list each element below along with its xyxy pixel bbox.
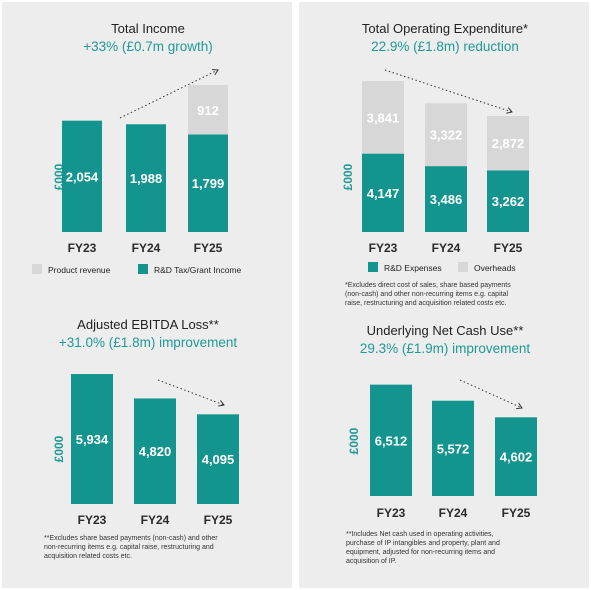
chart-2-subtitle: 22.9% (£1.8m) reduction (371, 39, 519, 54)
chart-2-tick-fy25: FY25 (494, 241, 523, 255)
chart-1-bar-fy24-s1 (126, 124, 166, 232)
chart-2-title: Total Operating Expenditure* (362, 21, 528, 36)
chart-2-legend-swatch (368, 262, 378, 272)
chart-1-legend-swatch (138, 264, 148, 274)
chart-4-footnote-line: purchase of IP intangibles and property,… (346, 540, 500, 547)
chart-2-tick-fy24: FY24 (432, 241, 461, 255)
chart-2-footnote-line: raise, restructuring and acquisition rel… (345, 300, 507, 307)
chart-1-bar-fy25-s1 (188, 134, 228, 232)
chart-2-legend-label: R&D Expenses (384, 263, 442, 273)
chart-1-legend-label: Product revenue (48, 265, 111, 275)
chart-1-tick-fy25: FY25 (194, 241, 223, 255)
chart-2-bar-fy25-s1 (487, 170, 529, 232)
chart-1-legend-swatch (32, 264, 42, 274)
chart-3-bar-fy25-s1 (197, 414, 239, 504)
chart-1-data-label: 912 (197, 103, 219, 118)
chart-1-legend-label: R&D Tax/Grant Income (154, 265, 242, 275)
chart-2-legend-swatch (458, 262, 468, 272)
chart-3-footnote-line: acquisition related costs etc. (44, 553, 132, 560)
chart-4-bar-fy24-s1 (432, 400, 474, 496)
chart-1-tick-fy23: FY23 (68, 241, 97, 255)
chart-2-ylabel: £000 (341, 163, 355, 190)
chart-1-data-label: 1,799 (192, 176, 225, 191)
chart-2-footnote-line: *Excludes direct cost of sales, share ba… (345, 282, 511, 289)
chart-2-data-label: 4,147 (367, 186, 400, 201)
chart-4-tick-fy24: FY24 (439, 506, 468, 520)
chart-1-subtitle: +33% (£0.7m growth) (83, 39, 212, 54)
chart-4-bar-fy23-s1 (370, 384, 412, 496)
chart-1-bar-fy23-s1 (62, 120, 102, 232)
chart-2-data-label: 2,872 (492, 136, 525, 151)
chart-4-tick-fy25: FY25 (502, 506, 531, 520)
chart-4-title: Underlying Net Cash Use** (367, 323, 524, 338)
chart-4-data-label: 4,602 (500, 450, 533, 465)
chart-4-footnote-line: acquisition of IP. (346, 558, 397, 565)
chart-4-subtitle: 29.3% (£1.9m) improvement (360, 341, 531, 356)
chart-2-legend-label: Overheads (474, 263, 516, 273)
chart-2-footnote-line: (non-cash) and other non-recurring items… (345, 291, 508, 298)
chart-3-bar-fy24-s1 (134, 398, 176, 504)
chart-2-bar-fy24-s2 (425, 103, 467, 167)
chart-2-data-label: 3,262 (492, 194, 525, 209)
chart-2-data-label: 3,486 (430, 192, 463, 207)
chart-3-title: Adjusted EBITDA Loss** (77, 317, 219, 332)
chart-3-tick-fy23: FY23 (78, 513, 107, 527)
chart-4-tick-fy23: FY23 (377, 506, 406, 520)
chart-4-footnote-line: equipment, adjusted for non-recurring it… (346, 549, 495, 556)
chart-1-tick-fy24: FY24 (132, 241, 161, 255)
chart-4-data-label: 6,512 (375, 433, 408, 448)
chart-4-ylabel: £000 (347, 427, 361, 454)
chart-3-subtitle: +31.0% (£1.8m) improvement (59, 335, 237, 350)
chart-2-bar-fy23-s2 (362, 81, 404, 154)
chart-3-footnote-line: non-recurring items e.g. capital raise, … (44, 544, 214, 551)
chart-2-bar-fy25-s2 (487, 116, 529, 171)
chart-2-bar-fy24-s1 (425, 166, 467, 232)
chart-4-data-label: 5,572 (437, 441, 470, 456)
chart-3-tick-fy25: FY25 (204, 513, 233, 527)
chart-3-tick-fy24: FY24 (141, 513, 170, 527)
chart-4-footnote-line: **Includes Net cash used in operating ac… (346, 531, 494, 538)
chart-4-bar-fy25-s1 (495, 417, 537, 496)
chart-1-title: Total Income (111, 21, 185, 36)
chart-3-data-label: 4,820 (139, 444, 172, 459)
chart-4-trend-arrow (459, 379, 523, 410)
chart-2-data-label: 3,841 (367, 110, 400, 125)
chart-2-data-label: 3,322 (430, 128, 463, 143)
chart-3-footnote-line: **Excludes share based payments (non-cas… (44, 535, 218, 542)
chart-3-data-label: 5,934 (76, 432, 109, 447)
chart-1-data-label: 1,988 (130, 171, 163, 186)
chart-3-data-label: 4,095 (202, 452, 235, 467)
chart-1-bar-fy25-s2 (188, 85, 228, 135)
chart-3-bar-fy23-s1 (71, 374, 113, 504)
chart-1-data-label: 2,054 (66, 169, 99, 184)
chart-2-bar-fy23-s1 (362, 153, 404, 232)
chart-3-ylabel: £000 (52, 435, 66, 462)
chart-2-tick-fy23: FY23 (369, 241, 398, 255)
